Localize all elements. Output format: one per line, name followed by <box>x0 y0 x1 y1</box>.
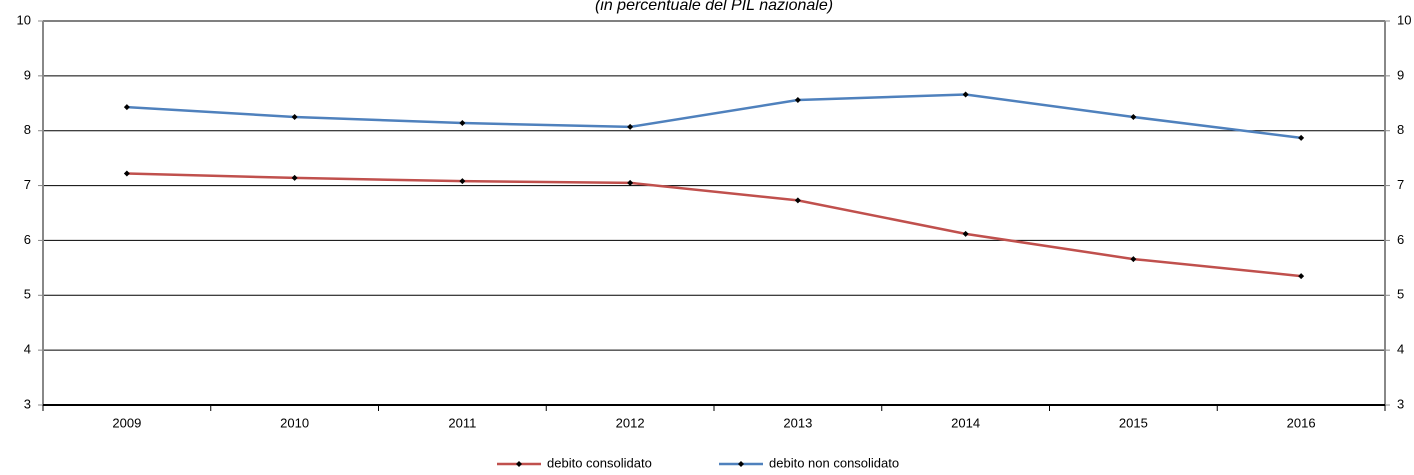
point <box>291 114 298 120</box>
y2-tick-label: 9 <box>1397 67 1404 82</box>
y2-tick-label: 5 <box>1397 287 1404 302</box>
point <box>962 91 969 98</box>
point <box>291 174 298 181</box>
y-tick-label: 3 <box>24 396 31 411</box>
point <box>459 178 466 185</box>
y2-tick-label: 6 <box>1397 232 1404 247</box>
series-line <box>126 172 1302 278</box>
y-tick-label: 9 <box>24 67 31 82</box>
y-tick-label: 5 <box>24 287 31 302</box>
point <box>1130 256 1137 263</box>
x-tick-label: 2014 <box>951 415 980 430</box>
x-tick-label: 2010 <box>280 415 309 430</box>
point <box>123 104 130 111</box>
y2-tick-label: 8 <box>1397 122 1404 137</box>
point <box>1298 134 1305 141</box>
y2-tick-label: 10 <box>1397 12 1411 27</box>
y2-tick-label: 7 <box>1397 177 1404 192</box>
series-line <box>126 93 1302 140</box>
point <box>794 197 801 204</box>
x-tick-label: 2013 <box>783 415 812 430</box>
x-tick-label: 2011 <box>448 415 476 430</box>
legend-label: debito non consolidato <box>769 455 899 470</box>
point <box>123 170 130 177</box>
x-tick-label: 2012 <box>616 415 645 430</box>
point <box>962 230 969 237</box>
y-tick-label: 8 <box>24 122 31 137</box>
legend-label: debito consolidato <box>547 455 652 470</box>
legend-marker <box>516 461 522 467</box>
point <box>1298 273 1305 280</box>
chart-subtitle: (in percentuale del PIL nazionale) <box>595 0 833 14</box>
y2-tick-label: 3 <box>1397 396 1404 411</box>
x-tick-label: 2015 <box>1119 415 1148 430</box>
point <box>627 179 634 186</box>
y-tick-label: 4 <box>24 342 31 357</box>
point <box>459 120 466 127</box>
point <box>627 123 634 130</box>
y-tick-label: 10 <box>17 12 31 27</box>
y-tick-label: 6 <box>24 232 31 247</box>
x-tick-label: 2009 <box>112 415 141 430</box>
x-tick-label: 2016 <box>1287 415 1316 430</box>
y-tick-label: 7 <box>24 177 31 192</box>
point <box>794 96 801 103</box>
point <box>1130 114 1137 120</box>
legend-marker <box>738 461 744 467</box>
y2-tick-label: 4 <box>1397 342 1404 357</box>
